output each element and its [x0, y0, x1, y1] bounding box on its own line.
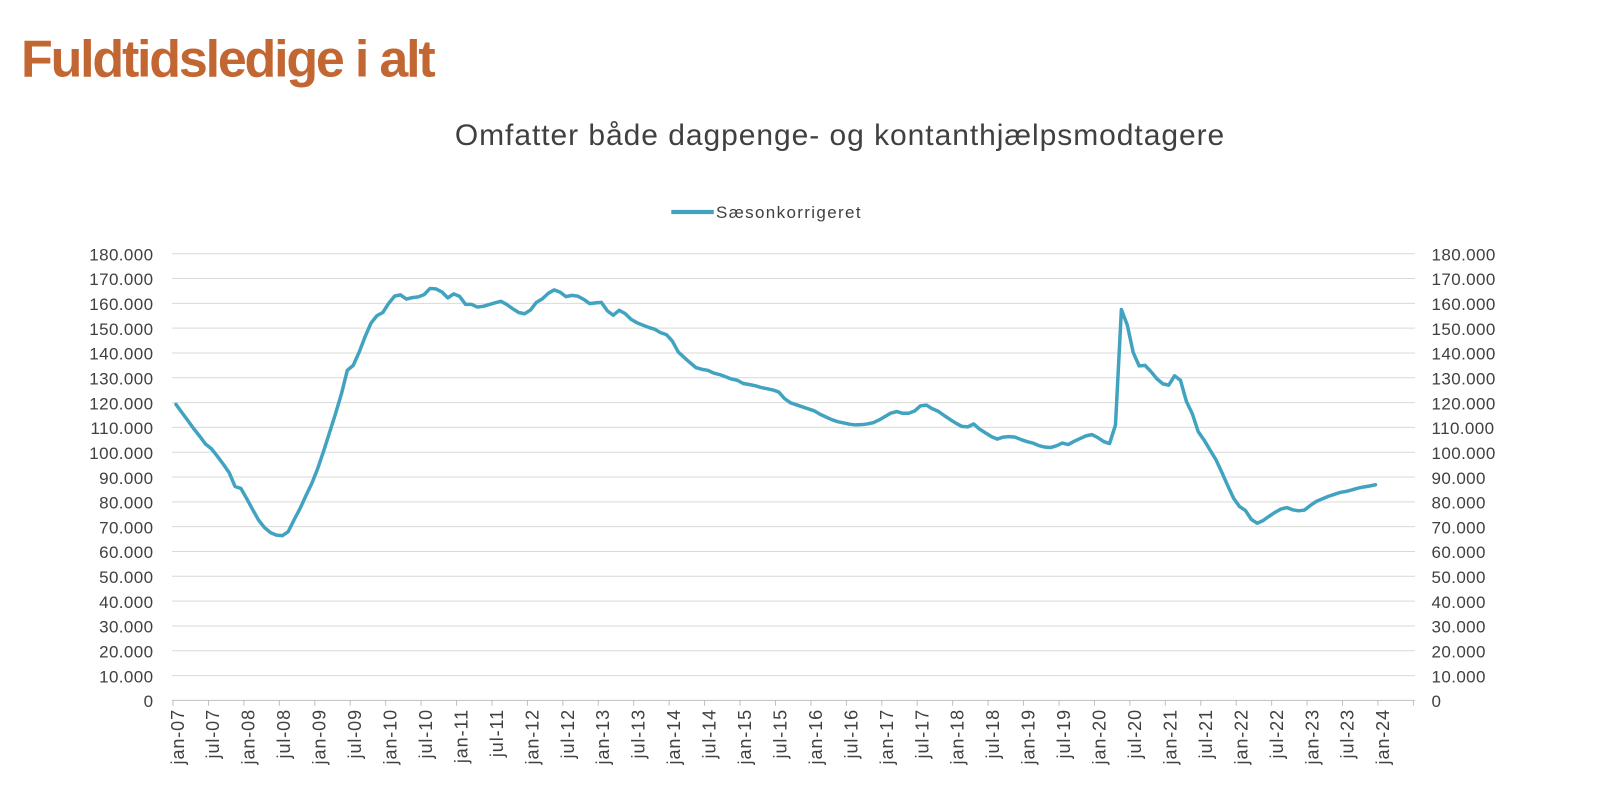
svg-text:60.000: 60.000	[1432, 543, 1486, 562]
svg-text:90.000: 90.000	[1432, 469, 1486, 488]
svg-text:jul-12: jul-12	[558, 709, 578, 759]
svg-text:120.000: 120.000	[1432, 394, 1496, 413]
svg-text:jan-09: jan-09	[310, 709, 330, 765]
svg-text:130.000: 130.000	[89, 369, 153, 388]
svg-text:20.000: 20.000	[1432, 642, 1486, 661]
svg-text:70.000: 70.000	[1432, 518, 1486, 537]
svg-text:jul-20: jul-20	[1125, 709, 1145, 759]
svg-text:jul-15: jul-15	[770, 709, 790, 759]
svg-text:170.000: 170.000	[1432, 270, 1496, 289]
svg-text:110.000: 110.000	[1432, 419, 1495, 438]
svg-text:jul-22: jul-22	[1267, 709, 1287, 759]
svg-text:150.000: 150.000	[89, 320, 153, 339]
svg-text:30.000: 30.000	[99, 618, 153, 637]
svg-text:10.000: 10.000	[1432, 667, 1486, 686]
svg-text:0: 0	[1432, 692, 1442, 711]
svg-text:0: 0	[144, 692, 154, 711]
svg-text:jan-20: jan-20	[1090, 709, 1110, 765]
svg-text:jan-17: jan-17	[877, 709, 897, 765]
svg-text:30.000: 30.000	[1432, 618, 1486, 637]
svg-text:160.000: 160.000	[1432, 295, 1496, 314]
svg-text:100.000: 100.000	[1432, 444, 1496, 463]
svg-text:jul-07: jul-07	[203, 709, 223, 759]
svg-text:jan-22: jan-22	[1231, 709, 1251, 765]
svg-text:jan-12: jan-12	[522, 709, 542, 765]
svg-text:jan-24: jan-24	[1373, 709, 1393, 765]
svg-text:80.000: 80.000	[1432, 494, 1486, 513]
svg-text:Sæsonkorrigeret: Sæsonkorrigeret	[716, 203, 862, 222]
svg-text:180.000: 180.000	[89, 245, 153, 264]
svg-text:jan-07: jan-07	[168, 709, 188, 765]
svg-text:jul-18: jul-18	[983, 709, 1003, 759]
svg-text:160.000: 160.000	[89, 295, 153, 314]
svg-text:60.000: 60.000	[99, 543, 153, 562]
svg-text:jan-08: jan-08	[239, 709, 259, 765]
svg-text:150.000: 150.000	[1432, 320, 1496, 339]
svg-text:jul-10: jul-10	[416, 709, 436, 759]
svg-text:jul-17: jul-17	[912, 709, 932, 759]
svg-text:130.000: 130.000	[1432, 369, 1496, 388]
svg-text:jul-21: jul-21	[1196, 709, 1216, 759]
svg-text:jul-16: jul-16	[841, 709, 861, 759]
svg-text:jul-13: jul-13	[629, 709, 649, 759]
svg-text:70.000: 70.000	[99, 518, 153, 537]
svg-text:jul-23: jul-23	[1338, 709, 1358, 759]
svg-text:jan-18: jan-18	[948, 709, 968, 765]
svg-text:jul-14: jul-14	[700, 709, 720, 759]
svg-text:jan-15: jan-15	[735, 709, 755, 765]
svg-text:40.000: 40.000	[99, 593, 153, 612]
svg-text:180.000: 180.000	[1432, 245, 1496, 264]
svg-text:140.000: 140.000	[1432, 345, 1496, 364]
svg-text:jan-14: jan-14	[664, 709, 684, 765]
svg-text:110.000: 110.000	[91, 419, 154, 438]
svg-text:jan-21: jan-21	[1160, 709, 1180, 765]
svg-text:80.000: 80.000	[99, 494, 153, 513]
svg-text:170.000: 170.000	[89, 270, 153, 289]
svg-text:jan-23: jan-23	[1302, 709, 1322, 765]
svg-text:jul-09: jul-09	[345, 709, 365, 759]
svg-text:jan-16: jan-16	[806, 709, 826, 765]
svg-text:Fuldtidsledige i alt: Fuldtidsledige i alt	[21, 31, 435, 89]
svg-text:100.000: 100.000	[89, 444, 153, 463]
svg-text:20.000: 20.000	[99, 642, 153, 661]
svg-text:jul-11: jul-11	[487, 709, 507, 758]
svg-text:jan-10: jan-10	[380, 709, 400, 765]
svg-text:jan-13: jan-13	[593, 709, 613, 765]
svg-text:Omfatter både dagpenge- og kon: Omfatter både dagpenge- og kontanthjælps…	[455, 119, 1225, 152]
svg-text:120.000: 120.000	[89, 394, 153, 413]
svg-text:50.000: 50.000	[1432, 568, 1486, 587]
svg-text:40.000: 40.000	[1432, 593, 1486, 612]
svg-text:50.000: 50.000	[99, 568, 153, 587]
svg-text:90.000: 90.000	[99, 469, 153, 488]
svg-text:jan-11: jan-11	[451, 709, 471, 764]
svg-text:jul-08: jul-08	[274, 709, 294, 759]
svg-text:140.000: 140.000	[89, 345, 153, 364]
svg-text:jan-19: jan-19	[1019, 709, 1039, 765]
svg-text:jul-19: jul-19	[1054, 709, 1074, 759]
svg-text:10.000: 10.000	[99, 667, 153, 686]
